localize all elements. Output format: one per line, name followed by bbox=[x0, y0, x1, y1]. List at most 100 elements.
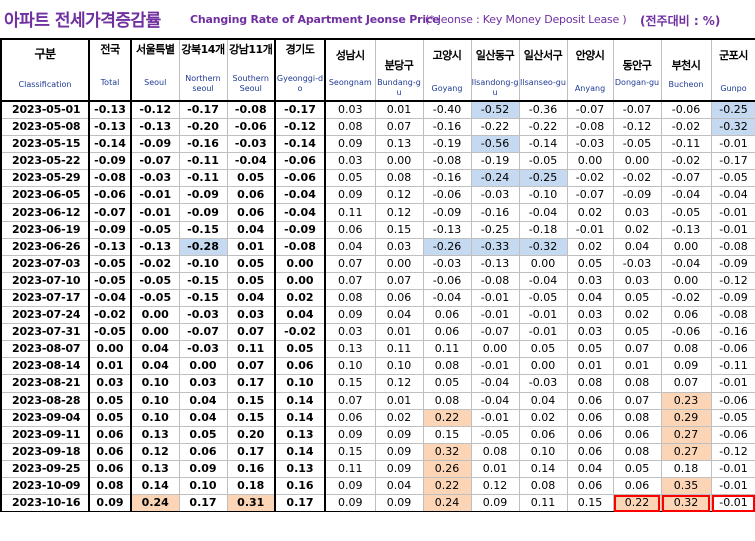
cell-seoul: -0.05 bbox=[131, 221, 180, 239]
cell-gp: -0.01 bbox=[711, 460, 755, 478]
table-row: 2023-06-12 -0.07 -0.01 -0.09 0.06 -0.04 0.11 0.… bbox=[0, 203, 755, 222]
cell-nat: -0.02 bbox=[89, 306, 132, 325]
header-classification: 구분 Classification bbox=[0, 38, 90, 102]
table-row: 2023-10-16 0.09 0.24 0.17 0.31 0.17 0.09 0.09 0.… bbox=[0, 494, 755, 513]
cell-da: 0.05 bbox=[613, 460, 662, 478]
cell-nat: 0.05 bbox=[89, 409, 132, 427]
cell-ay: 0.15 bbox=[567, 494, 614, 513]
cell-gy: -0.16 bbox=[423, 118, 472, 137]
cell-gg: -0.04 bbox=[275, 203, 326, 222]
cell-is: 0.08 bbox=[519, 477, 568, 496]
cell-nat: 0.05 bbox=[89, 392, 132, 410]
cell-sn: 0.07 bbox=[325, 272, 376, 290]
cell-gg: 0.02 bbox=[275, 289, 326, 308]
cell-bd: 0.06 bbox=[375, 289, 424, 308]
cell-is: 0.11 bbox=[519, 494, 568, 513]
cell-seoul: -0.05 bbox=[131, 272, 180, 290]
cell-north: -0.07 bbox=[179, 323, 228, 342]
cell-nat: 0.00 bbox=[89, 340, 132, 359]
cell-bd: 0.00 bbox=[375, 152, 424, 171]
cell-bd: 0.02 bbox=[375, 409, 424, 427]
cell-gy: 0.05 bbox=[423, 374, 472, 393]
cell-gp: -0.16 bbox=[711, 323, 755, 342]
cell-ay: -0.02 bbox=[567, 169, 614, 188]
cell-is: 0.05 bbox=[519, 340, 568, 359]
cell-gp: -0.11 bbox=[711, 357, 755, 376]
cell-gp: -0.06 bbox=[711, 340, 755, 359]
header-anyang: 안양시 Anyang bbox=[567, 38, 614, 102]
cell-nat: 0.09 bbox=[89, 494, 132, 513]
cell-da: 0.01 bbox=[613, 357, 662, 376]
cell-south: 0.04 bbox=[227, 221, 276, 239]
cell-da: -0.12 bbox=[613, 118, 662, 137]
table-row: 2023-08-07 0.00 0.04 -0.03 0.11 0.05 0.13 0.11 0… bbox=[0, 340, 755, 359]
cell-gy: 0.06 bbox=[423, 306, 472, 325]
cell-north: -0.10 bbox=[179, 255, 228, 273]
cell-seoul: -0.13 bbox=[131, 118, 180, 137]
cell-south: 0.05 bbox=[227, 169, 276, 188]
table-row: 2023-06-19 -0.09 -0.05 -0.15 0.04 -0.09 0.06 0.… bbox=[0, 221, 755, 239]
cell-is: -0.04 bbox=[519, 203, 568, 222]
cell-sn: 0.05 bbox=[325, 169, 376, 188]
cell-seoul: 0.10 bbox=[131, 409, 180, 427]
header-ilsandong: 일산동구 Ilsandong-gu bbox=[471, 38, 520, 102]
cell-gy: -0.16 bbox=[423, 169, 472, 188]
title-note: (* Jeonse : Key Money Deposit Lease ) bbox=[425, 13, 627, 26]
cell-gg: 0.14 bbox=[275, 409, 326, 427]
table-row: 2023-08-28 0.05 0.10 0.04 0.15 0.14 0.07 0.01 0.… bbox=[0, 392, 755, 410]
cell-id: 0.09 bbox=[471, 494, 520, 513]
cell-gy: 0.26 bbox=[423, 460, 472, 478]
cell-south: 0.17 bbox=[227, 443, 276, 461]
cell-nat: 0.08 bbox=[89, 477, 132, 496]
cell-gp: -0.01 bbox=[711, 221, 755, 239]
cell-id: -0.52 bbox=[471, 101, 520, 119]
cell-is: -0.05 bbox=[519, 152, 568, 171]
cell-gg: 0.14 bbox=[275, 443, 326, 461]
table-row: 2023-05-01 -0.13 -0.12 -0.17 -0.08 -0.17 0.03 0… bbox=[0, 101, 755, 119]
cell-south: 0.11 bbox=[227, 340, 276, 359]
row-date: 2023-05-08 bbox=[0, 118, 90, 137]
cell-gy: -0.40 bbox=[423, 101, 472, 119]
table-row: 2023-09-11 0.06 0.13 0.05 0.20 0.13 0.09 0.09 0.… bbox=[0, 426, 755, 444]
cell-sn: 0.09 bbox=[325, 477, 376, 496]
cell-bd: 0.09 bbox=[375, 494, 424, 513]
cell-sn: 0.15 bbox=[325, 374, 376, 393]
cell-bc: -0.02 bbox=[661, 118, 712, 137]
cell-south: 0.16 bbox=[227, 460, 276, 478]
cell-nat: -0.05 bbox=[89, 272, 132, 290]
cell-sn: 0.11 bbox=[325, 460, 376, 478]
cell-da: 0.04 bbox=[613, 238, 662, 256]
cell-sn: 0.03 bbox=[325, 323, 376, 342]
row-date: 2023-09-18 bbox=[0, 443, 90, 461]
cell-seoul: 0.10 bbox=[131, 392, 180, 410]
cell-is: 0.00 bbox=[519, 357, 568, 376]
cell-ay: 0.06 bbox=[567, 426, 614, 444]
cell-south: 0.07 bbox=[227, 357, 276, 376]
cell-nat: -0.05 bbox=[89, 255, 132, 273]
row-date: 2023-08-28 bbox=[0, 392, 90, 410]
cell-bc: 0.23 bbox=[661, 392, 712, 410]
cell-gg: 0.13 bbox=[275, 426, 326, 444]
cell-north: 0.09 bbox=[179, 460, 228, 478]
cell-ay: 0.06 bbox=[567, 443, 614, 461]
cell-south: 0.06 bbox=[227, 186, 276, 205]
cell-ay: -0.01 bbox=[567, 221, 614, 239]
cell-bc: 0.06 bbox=[661, 306, 712, 325]
cell-da: 0.05 bbox=[613, 323, 662, 342]
cell-gy: -0.13 bbox=[423, 221, 472, 239]
cell-sn: 0.09 bbox=[325, 306, 376, 325]
cell-id: -0.33 bbox=[471, 238, 520, 256]
cell-ay: 0.04 bbox=[567, 460, 614, 478]
cell-is: 0.14 bbox=[519, 460, 568, 478]
cell-gy: 0.24 bbox=[423, 494, 472, 513]
cell-bd: 0.09 bbox=[375, 426, 424, 444]
cell-nat: -0.07 bbox=[89, 203, 132, 222]
table-row: 2023-05-22 -0.09 -0.07 -0.11 -0.04 -0.06 0.03 0… bbox=[0, 152, 755, 171]
cell-gp: -0.25 bbox=[711, 101, 755, 119]
cell-ay: -0.07 bbox=[567, 101, 614, 119]
cell-north: -0.11 bbox=[179, 169, 228, 188]
row-date: 2023-05-29 bbox=[0, 169, 90, 188]
cell-gy: 0.11 bbox=[423, 340, 472, 359]
cell-is: -0.05 bbox=[519, 289, 568, 308]
cell-ay: 0.03 bbox=[567, 272, 614, 290]
